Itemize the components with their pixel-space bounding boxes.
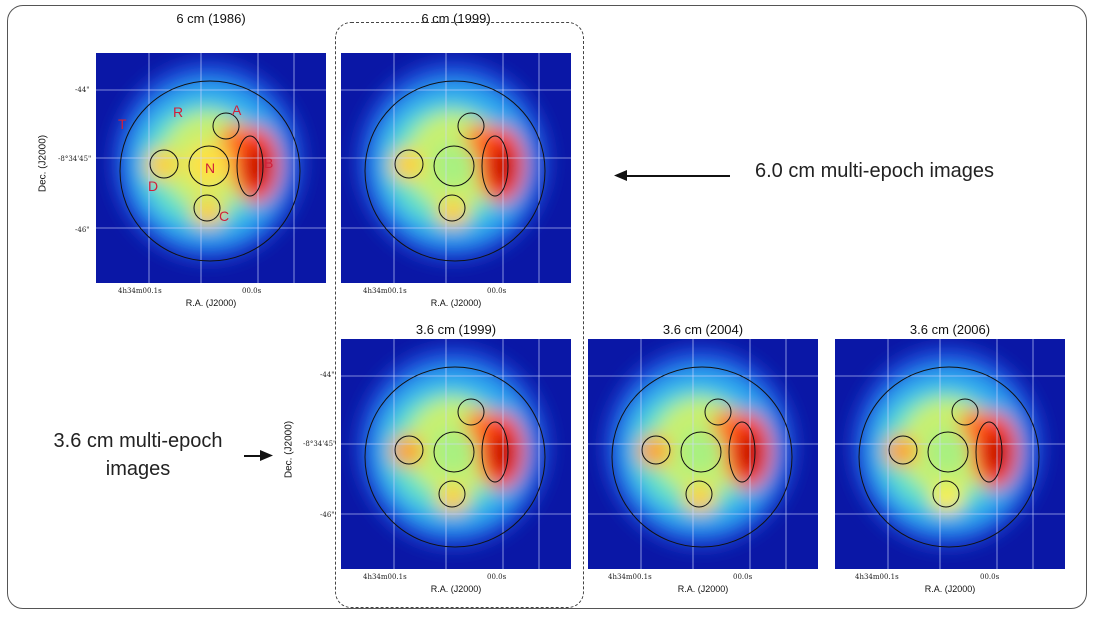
figure-frame [7, 5, 1087, 609]
region-label-T: T [118, 116, 127, 132]
region-label-B: B [264, 155, 274, 171]
region-label-R: R [173, 104, 184, 120]
xlabel-3: R.A. (J2000) [430, 584, 482, 594]
x-tick-left-5: 4h34m00.1s [855, 573, 899, 581]
x-tick-right-5: 00.0s [980, 573, 1000, 581]
x-tick-right-4: 00.0s [733, 573, 753, 581]
x-tick-left-4: 4h34m00.1s [608, 573, 652, 581]
map-3.6cm-1999 [341, 339, 571, 569]
note-3.6cm-multi-epoch-line1: 3.6 cm multi-epoch [53, 430, 223, 452]
x-tick-left-2: 4h34m00.1s [363, 287, 407, 295]
y-tick-bottom-3: -46" [320, 511, 335, 519]
arrow-3.6cm-line [244, 455, 264, 457]
panel-title-6cm-1999: 6 cm (1999) [421, 11, 491, 26]
ylabel-1: Dec. (J2000) [37, 134, 49, 193]
x-tick-left-1: 4h34m00.1s [118, 287, 162, 295]
xlabel-1: R.A. (J2000) [185, 298, 237, 308]
map-3.6cm-2006 [835, 339, 1065, 569]
note-6cm-multi-epoch: 6.0 cm multi-epoch images [755, 160, 994, 182]
x-tick-right-2: 00.0s [487, 287, 507, 295]
x-tick-right-1: 00.0s [242, 287, 262, 295]
map-3.6cm-2004-svg [588, 339, 818, 569]
panel-title-3.6cm-1999: 3.6 cm (1999) [415, 322, 497, 337]
note-3.6cm-multi-epoch-line2: images [105, 458, 171, 480]
region-label-D: D [148, 178, 159, 194]
xlabel-4: R.A. (J2000) [677, 584, 729, 594]
y-tick-bottom-1: -46" [75, 226, 90, 234]
map-3.6cm-1999-svg [341, 339, 571, 569]
y-tick-mid-3: -8°34'45" [303, 440, 337, 448]
panel-title-6cm-1986: 6 cm (1986) [176, 11, 246, 26]
y-tick-mid-1: -8°34'45" [58, 155, 92, 163]
xlabel-5: R.A. (J2000) [924, 584, 976, 594]
map-3.6cm-2006-svg [835, 339, 1065, 569]
y-tick-top-3: -44" [320, 371, 335, 379]
xlabel-2: R.A. (J2000) [430, 298, 482, 308]
panel-title-3.6cm-2004: 3.6 cm (2004) [662, 322, 744, 337]
x-tick-left-3: 4h34m00.1s [363, 573, 407, 581]
map-3.6cm-2004 [588, 339, 818, 569]
map-6cm-1999 [341, 53, 571, 283]
map-6cm-1986 [96, 53, 326, 283]
map-6cm-1986-svg [96, 53, 326, 283]
map-6cm-1999-svg [341, 53, 571, 283]
arrow-6cm-line [622, 175, 730, 177]
epoch-1999-dashed-box [335, 22, 584, 608]
region-label-N: N [205, 160, 216, 176]
arrow-6cm-head-icon [614, 170, 627, 181]
arrow-3.6cm-head-icon [260, 450, 273, 461]
ylabel-3: Dec. (J2000) [283, 420, 295, 479]
region-label-C: C [219, 208, 230, 224]
x-tick-right-3: 00.0s [487, 573, 507, 581]
panel-title-3.6cm-2006: 3.6 cm (2006) [909, 322, 991, 337]
y-tick-top-1: -44" [75, 86, 90, 94]
region-label-A: A [232, 102, 242, 118]
